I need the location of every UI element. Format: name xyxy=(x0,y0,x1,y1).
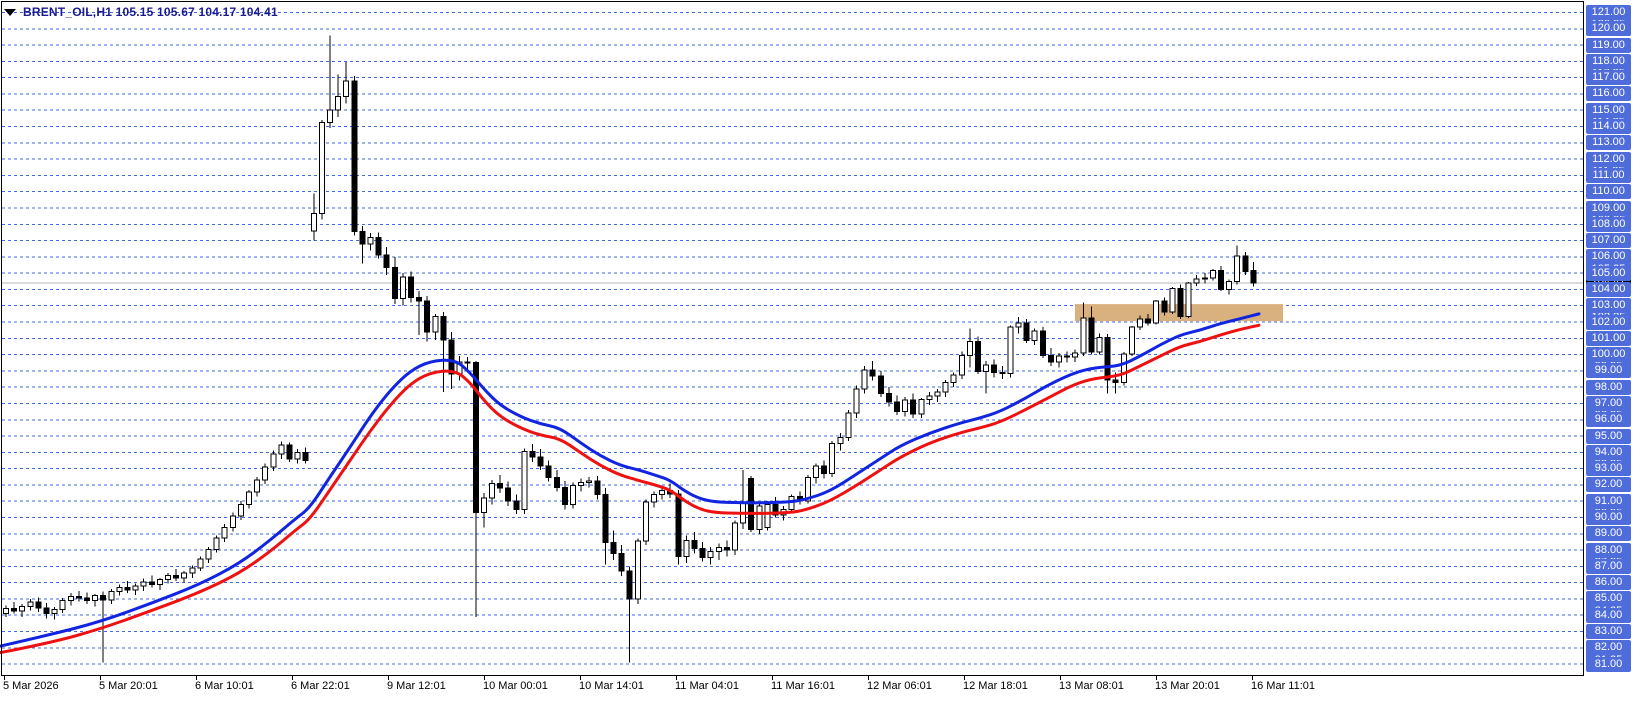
time-label: 11 Mar 16:01 xyxy=(771,680,836,692)
price-label: 121.00 xyxy=(1586,5,1631,20)
price-label: 95.00 xyxy=(1586,428,1631,444)
price-label: 115.00 xyxy=(1586,102,1631,118)
price-label: 104.00 xyxy=(1586,281,1631,297)
price-label: 92.00 xyxy=(1586,477,1631,493)
price-label: 110.00 xyxy=(1586,184,1631,200)
price-label: 113.00 xyxy=(1586,135,1631,151)
price-label: 83.00 xyxy=(1586,624,1631,639)
price-label: 118.00 xyxy=(1586,53,1631,69)
price-label: 107.00 xyxy=(1586,233,1631,249)
time-label: 16 Mar 11:01 xyxy=(1251,680,1316,692)
price-label: 117.00 xyxy=(1586,70,1631,86)
time-label: 9 Mar 12:01 xyxy=(387,680,446,692)
price-label: 114.00 xyxy=(1586,119,1631,134)
price-label: 88.00 xyxy=(1586,542,1631,558)
collapse-triangle-icon[interactable] xyxy=(4,8,16,16)
time-label: 13 Mar 20:01 xyxy=(1155,680,1220,692)
time-label: 6 Mar 22:01 xyxy=(291,680,350,692)
price-label: 116.00 xyxy=(1586,86,1631,102)
ma-fast-line xyxy=(0,312,1261,648)
price-label: 96.00 xyxy=(1586,412,1631,428)
time-label: 12 Mar 06:01 xyxy=(867,680,932,692)
candles-series xyxy=(3,35,1257,663)
time-label: 13 Mar 08:01 xyxy=(1059,680,1124,692)
price-label: 84.00 xyxy=(1586,607,1631,623)
price-label: 97.00 xyxy=(1586,396,1631,411)
time-label: 10 Mar 14:01 xyxy=(579,680,644,692)
price-label: 81.00 xyxy=(1586,656,1631,672)
price-label: 119.00 xyxy=(1586,37,1631,53)
time-label: 6 Mar 10:01 xyxy=(195,680,254,692)
time-label: 10 Mar 00:01 xyxy=(483,680,548,692)
price-label: 101.00 xyxy=(1586,330,1631,346)
price-label: 102.00 xyxy=(1586,314,1631,330)
grid xyxy=(2,12,1583,665)
price-label: 120.00 xyxy=(1586,21,1631,37)
price-label: 87.00 xyxy=(1586,558,1631,574)
plot-border xyxy=(1,1,1584,676)
price-label: 85.00 xyxy=(1586,591,1631,607)
chart-title-ohlc: BRENT_OIL,H1 105.15 105.67 104.17 104.41 xyxy=(23,5,278,19)
price-label: 105.00 xyxy=(1586,265,1631,281)
price-label: 106.00 xyxy=(1586,249,1631,265)
price-label: 108.00 xyxy=(1586,216,1631,232)
price-label: 100.00 xyxy=(1586,347,1631,363)
price-label: 94.00 xyxy=(1586,444,1631,460)
price-label: 91.00 xyxy=(1586,493,1631,509)
price-label: 82.00 xyxy=(1586,640,1631,656)
price-axis[interactable]: 81.2584.2587.2590.2593.2596.2599.25102.2… xyxy=(1585,0,1641,676)
time-label: 5 Mar 20:01 xyxy=(99,680,158,692)
price-label: 99.00 xyxy=(1586,363,1631,379)
price-label: 111.00 xyxy=(1586,167,1631,183)
price-label: 109.00 xyxy=(1586,200,1631,216)
ma-slow-line xyxy=(0,323,1261,655)
price-label: 98.00 xyxy=(1586,379,1631,395)
time-label: 11 Mar 04:01 xyxy=(675,680,740,692)
time-axis-ticks xyxy=(4,675,1253,680)
price-label: 112.00 xyxy=(1586,151,1631,167)
time-label: 12 Mar 18:01 xyxy=(963,680,1028,692)
chart-title-row: BRENT_OIL,H1 105.15 105.67 104.17 104.41 xyxy=(4,5,278,19)
price-label: 90.00 xyxy=(1586,510,1631,525)
time-label: 5 Mar 2026 xyxy=(3,680,59,692)
price-label: 86.00 xyxy=(1586,575,1631,591)
price-label: 103.00 xyxy=(1586,298,1631,314)
price-label: 93.00 xyxy=(1586,461,1631,477)
time-axis[interactable]: 5 Mar 2026 5 Mar 20:01 6 Mar 10:01 6 Mar 22… xyxy=(0,678,1641,703)
price-label: 89.00 xyxy=(1586,526,1631,542)
